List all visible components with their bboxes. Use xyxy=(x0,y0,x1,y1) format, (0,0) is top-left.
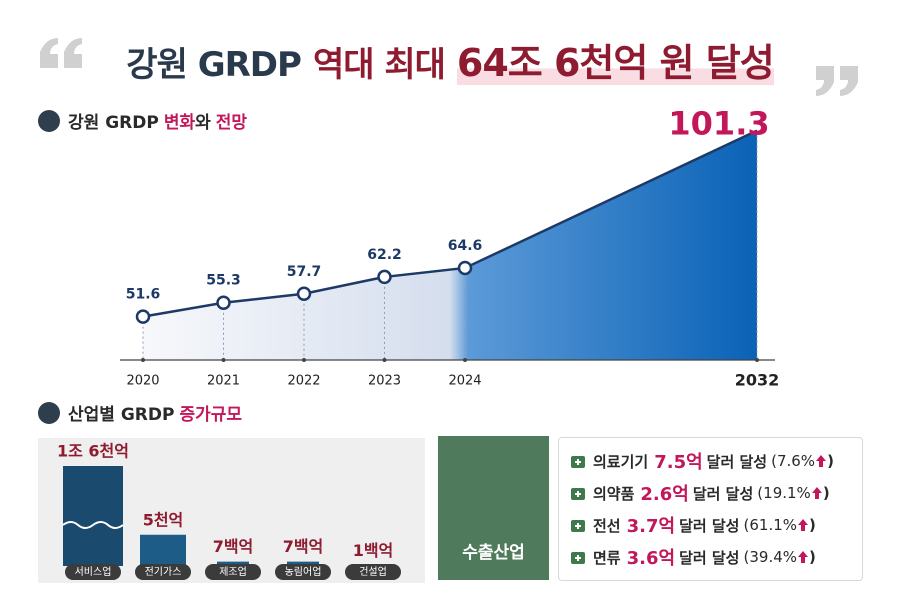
area xyxy=(143,130,757,360)
category-pill xyxy=(205,564,261,580)
item-suffix: 달러 달성 xyxy=(679,548,740,567)
section-title-part: 산업별 GRDP xyxy=(68,405,175,425)
item-name: 면류 xyxy=(593,548,621,567)
point xyxy=(216,295,231,310)
up-arrow xyxy=(811,487,822,499)
data-label: 7백억 xyxy=(213,537,254,556)
item-name: 의료기기 xyxy=(593,452,649,471)
quote-mark xyxy=(40,38,82,68)
bar xyxy=(140,534,186,566)
section-icon xyxy=(38,109,60,132)
headline-part: 강원 GRDP xyxy=(126,45,302,85)
headline-part: 64조 6천억 원 달성 xyxy=(456,41,775,85)
x-tick-label: 2020 xyxy=(126,374,159,389)
data-label: 64.6 xyxy=(448,238,483,254)
export-list: 의료기기 7.5억 달러 달성 (7.6%) 의약품 2.6억 달러 달성 (19.1%) 전선… xyxy=(558,437,863,581)
point xyxy=(135,309,151,324)
export-item: 의료기기 7.5억 달러 달성 (7.6%) xyxy=(569,446,834,476)
data-label: 5천억 xyxy=(143,510,184,529)
x-tick-label: 2022 xyxy=(287,374,320,389)
x-tick xyxy=(302,358,306,362)
x-tick-label: 건설업 xyxy=(359,565,387,578)
x-tick-label: 농림어업 xyxy=(285,565,322,578)
item-growth: (7.6% xyxy=(771,452,816,470)
up-arrow xyxy=(798,551,809,563)
section-icon xyxy=(38,401,60,424)
item-growth: (39.4% xyxy=(743,548,798,566)
data-label: 7백억 xyxy=(283,537,324,556)
item-name: 의약품 xyxy=(593,484,635,503)
item-growth-close: ) xyxy=(809,548,816,566)
x-tick-label: 2021 xyxy=(207,374,240,389)
break-mark xyxy=(62,521,124,529)
x-tick-label: 2024 xyxy=(448,374,481,389)
headline: 강원 GRDP 역대 최대 64조 6천억 원 달성 xyxy=(0,32,900,87)
headline-part: 역대 최대 xyxy=(312,45,446,85)
item-amount: 3.6억 xyxy=(626,548,676,569)
item-icon xyxy=(571,456,585,468)
x-tick xyxy=(221,358,226,362)
section-title-part: 강원 GRDP xyxy=(68,113,159,133)
item-amount: 3.7억 xyxy=(626,516,676,537)
section-title: 산업별 GRDP 증가규모 xyxy=(38,400,247,425)
x-tick-label: 서비스업 xyxy=(75,565,112,578)
data-label: 55.3 xyxy=(206,273,241,289)
bar xyxy=(287,561,319,566)
category-pill xyxy=(135,564,191,580)
x-tick-label: 전기가스 xyxy=(145,566,182,578)
export-item: 면류 3.6억 달러 달성 (39.4%) xyxy=(569,542,816,572)
x-tick xyxy=(755,358,759,362)
data-label: 1조 6천억 xyxy=(57,442,129,461)
item-growth-close: ) xyxy=(827,452,834,470)
item-amount: 2.6억 xyxy=(640,484,689,505)
section-title-part: 전망 xyxy=(215,113,248,133)
x-tick xyxy=(141,358,145,362)
category-pill xyxy=(65,564,121,580)
item-name: 전선 xyxy=(593,516,621,535)
section-title-part: 와 xyxy=(195,113,211,133)
up-arrow xyxy=(798,519,809,531)
item-suffix: 달러 달성 xyxy=(706,452,768,471)
x-tick-label: 2023 xyxy=(368,374,401,389)
section-title-part: 변화 xyxy=(163,113,196,133)
item-suffix: 달러 달성 xyxy=(692,484,754,503)
quote-mark xyxy=(816,66,858,96)
item-icon xyxy=(571,520,585,532)
item-icon xyxy=(571,488,585,500)
bar xyxy=(217,561,249,566)
export-item: 전선 3.7억 달러 달성 (61.1%) xyxy=(569,510,816,540)
bar xyxy=(63,466,123,566)
data-label: 1백억 xyxy=(353,541,394,560)
export-title: 수출산업 xyxy=(462,543,525,563)
up-arrow xyxy=(816,455,827,467)
data-label: 62.2 xyxy=(367,247,402,263)
item-growth-close: ) xyxy=(822,484,830,502)
point xyxy=(377,269,392,285)
category-pill xyxy=(345,564,401,580)
x-tick-label: 제조업 xyxy=(219,565,247,578)
line xyxy=(142,129,758,318)
category-pill xyxy=(275,564,331,580)
x-tick xyxy=(463,358,467,362)
item-growth: (19.1% xyxy=(757,484,811,502)
point xyxy=(296,286,312,302)
section-title-part: 증가규모 xyxy=(179,405,243,425)
x-tick xyxy=(382,358,387,362)
item-suffix: 달러 달성 xyxy=(679,516,740,535)
export-item: 의약품 2.6억 달러 달성 (19.1%) xyxy=(569,478,830,508)
export-box: 수출산업 xyxy=(438,436,549,580)
item-growth: (61.1% xyxy=(743,516,798,534)
x-tick-label: 2032 xyxy=(735,371,780,390)
section-title: 강원 GRDP 변화 와 전망 xyxy=(38,108,252,133)
data-label: 51.6 xyxy=(126,287,161,303)
data-label: 57.7 xyxy=(287,264,322,280)
item-growth-close: ) xyxy=(809,516,816,534)
data-label: 101.3 xyxy=(668,105,769,143)
item-icon xyxy=(571,552,585,564)
point xyxy=(457,260,473,276)
item-amount: 7.5억 xyxy=(654,452,703,473)
